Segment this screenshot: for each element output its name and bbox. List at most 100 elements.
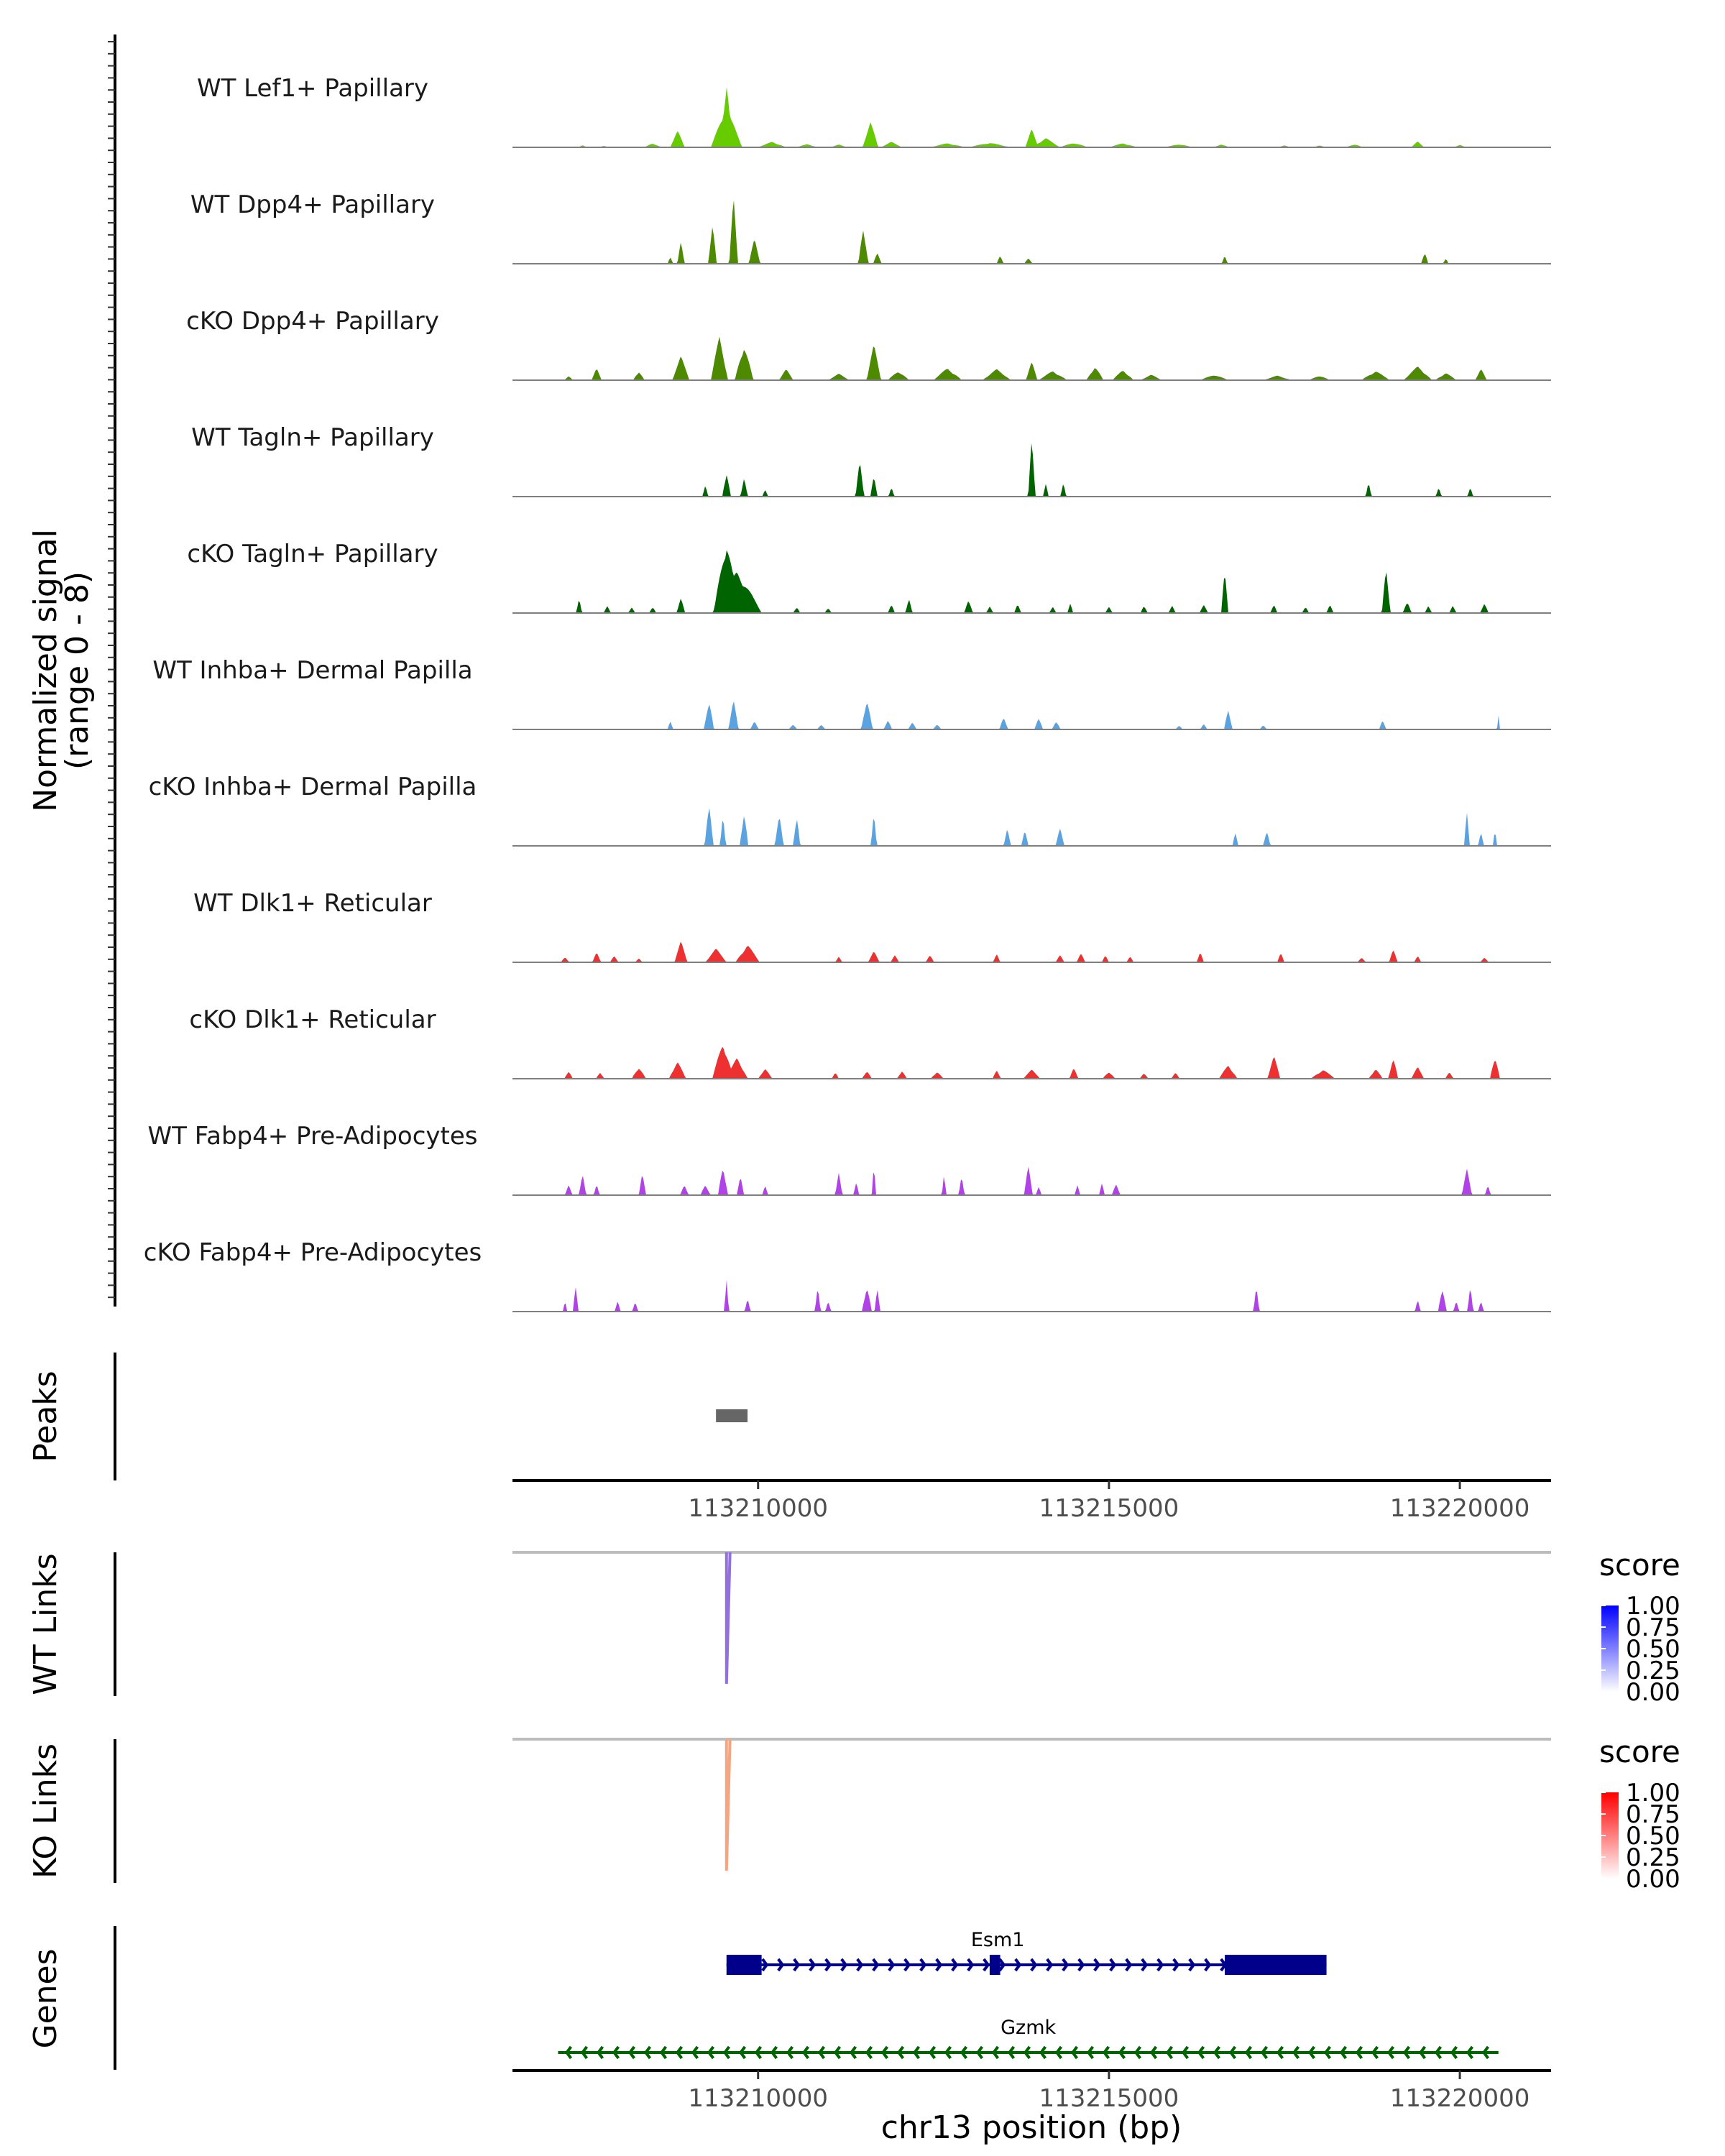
strand-chevron	[1323, 2045, 1332, 2060]
strand-chevron	[1213, 2045, 1221, 2060]
genes-panel: Genes Esm1 Gzmk 113210000 113215000 1132200…	[27, 1926, 1551, 2146]
signal-area	[512, 443, 1551, 497]
strand-chevron	[1466, 2045, 1474, 2060]
track-label: WT Dpp4+ Papillary	[190, 190, 435, 219]
strand-chevron	[786, 2045, 794, 2060]
links-ylabel: WT Links	[27, 1553, 64, 1695]
strand-chevron	[849, 2045, 857, 2060]
strand-chevron	[1339, 2045, 1348, 2060]
coverage-track: WT Dlk1+ Reticular	[193, 889, 1551, 963]
strand-chevron	[793, 1958, 801, 1972]
track-label: cKO Fabp4+ Pre-Adipocytes	[144, 1238, 482, 1267]
strand-chevron	[801, 2045, 810, 2060]
legend-label: 0.00	[1626, 1865, 1680, 1894]
coverage-track: WT Lef1+ Papillary	[197, 74, 1551, 148]
strand-chevron	[960, 2045, 968, 2060]
strand-chevron	[691, 2045, 699, 2060]
genes-x-ticks: 113210000 113215000 113220000	[688, 2070, 1530, 2113]
strand-chevron	[1062, 1958, 1070, 1972]
track-label: cKO Inhba+ Dermal Papilla	[149, 773, 477, 801]
coverage-track: cKO Fabp4+ Pre-Adipocytes	[144, 1238, 1551, 1312]
strand-chevron	[707, 2045, 715, 2060]
legend-label: 0.25	[1626, 1843, 1680, 1872]
coverage-track: WT Tagln+ Papillary	[191, 423, 1551, 497]
strand-chevron	[951, 1958, 959, 1972]
strand-chevron	[1481, 2045, 1490, 2060]
strand-chevron	[896, 2045, 905, 2060]
score-legend: score 1.000.750.500.250.00	[1599, 1734, 1680, 1894]
peaks-panel: Peaks 113210000 113215000 113220000	[27, 1353, 1551, 1523]
strand-chevron	[580, 2045, 589, 2060]
strand-chevron	[761, 1958, 769, 1972]
strand-chevron	[770, 2045, 778, 2060]
strand-chevron	[817, 2045, 826, 2060]
strand-chevron	[928, 2045, 937, 2060]
strand-chevron	[1204, 1958, 1212, 1972]
coverage-track: WT Inhba+ Dermal Papilla	[152, 656, 1551, 730]
strand-chevron	[809, 1958, 816, 1972]
strand-chevron	[824, 1958, 832, 1972]
strand-chevron	[1434, 2045, 1443, 2060]
strand-chevron	[777, 1958, 785, 1972]
gene-model: Esm1	[726, 1929, 1327, 1975]
strand-chevron	[833, 2045, 842, 2060]
strand-chevron	[1149, 2045, 1158, 2060]
links-panel: KO Links score 1.000.750.500.250.00	[27, 1734, 1680, 1894]
strand-chevron	[1133, 2045, 1142, 2060]
gene-name: Gzmk	[1000, 2017, 1056, 2039]
x-axis-title: chr13 position (bp)	[881, 2109, 1182, 2146]
strand-chevron	[1244, 2045, 1253, 2060]
coverage-track: WT Fabp4+ Pre-Adipocytes	[148, 1122, 1551, 1196]
strand-chevron	[856, 1958, 864, 1972]
legend-label: 0.75	[1626, 1800, 1680, 1829]
peak-region	[716, 1409, 748, 1422]
x-tick-label: 113210000	[688, 1494, 828, 1523]
strand-chevron	[1156, 1958, 1164, 1972]
legend-label: 0.75	[1626, 1613, 1680, 1642]
strand-chevron	[975, 2045, 984, 2060]
strand-chevron	[1007, 2045, 1016, 2060]
strand-chevron	[880, 2045, 889, 2060]
coverage-track: cKO Inhba+ Dermal Papilla	[149, 773, 1551, 847]
strand-chevron	[944, 2045, 952, 2060]
strand-chevron	[1109, 1958, 1117, 1972]
coverage-track: cKO Dlk1+ Reticular	[189, 1005, 1551, 1079]
strand-chevron	[1418, 2045, 1427, 2060]
legend-label: 0.50	[1626, 1822, 1680, 1851]
strand-chevron	[1070, 2045, 1079, 2060]
strand-chevron	[1355, 2045, 1363, 2060]
track-label: cKO Dlk1+ Reticular	[189, 1005, 436, 1034]
legend-label: 0.25	[1626, 1657, 1680, 1685]
strand-chevron	[722, 2045, 731, 2060]
coverage-tracks: WT Lef1+ Papillary WT Dpp4+ Papillary cKO …	[144, 74, 1551, 1312]
track-label: cKO Dpp4+ Papillary	[186, 307, 439, 336]
coverage-ylabel-range: (range 0 - 8)	[59, 571, 96, 770]
strand-chevron	[998, 1958, 1006, 1972]
links-ylabel: KO Links	[27, 1743, 64, 1879]
strand-chevron	[967, 1958, 975, 1972]
strand-chevron	[1228, 2045, 1237, 2060]
signal-area	[512, 1166, 1551, 1195]
strand-chevron	[1125, 1958, 1133, 1972]
strand-chevron	[1086, 2045, 1095, 2060]
coverage-track: cKO Tagln+ Papillary	[187, 540, 1551, 614]
peaks-x-ticks: 113210000 113215000 113220000	[688, 1480, 1530, 1523]
strand-chevron	[865, 2045, 873, 2060]
strand-chevron	[754, 2045, 763, 2060]
strand-chevron	[1039, 2045, 1047, 2060]
legend-title: score	[1599, 1734, 1680, 1769]
track-label: WT Dlk1+ Reticular	[193, 889, 432, 918]
strand-chevron	[1276, 2045, 1284, 2060]
score-legend: score 1.000.750.500.250.00	[1599, 1547, 1680, 1707]
strand-chevron	[1014, 1958, 1022, 1972]
legend-label: 0.50	[1626, 1635, 1680, 1664]
track-label: cKO Tagln+ Papillary	[187, 540, 438, 568]
track-label: WT Fabp4+ Pre-Adipocytes	[148, 1122, 478, 1151]
strand-chevron	[1307, 2045, 1316, 2060]
links-panel: WT Links score 1.000.750.500.250.00	[27, 1547, 1680, 1707]
strand-chevron	[1046, 1958, 1054, 1972]
strand-chevron	[1023, 2045, 1031, 2060]
strand-chevron	[935, 1958, 943, 1972]
gene-exon	[989, 1955, 1000, 1975]
